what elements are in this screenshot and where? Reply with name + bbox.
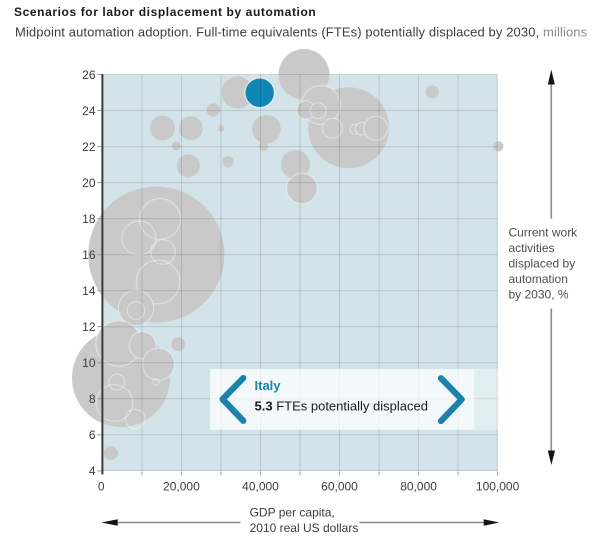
svg-text:18: 18 [82, 212, 96, 226]
svg-text:activities: activities [509, 241, 555, 255]
svg-text:8: 8 [89, 392, 96, 406]
svg-text:80,000: 80,000 [400, 480, 437, 494]
svg-text:Current work: Current work [509, 225, 579, 239]
svg-text:Midpoint automation adoption.: Midpoint automation adoption. Full-time … [15, 25, 588, 40]
svg-text:4: 4 [89, 464, 96, 478]
svg-text:10: 10 [82, 356, 96, 370]
svg-text:22: 22 [82, 140, 96, 154]
svg-text:16: 16 [82, 248, 96, 262]
svg-text:20,000: 20,000 [163, 480, 200, 494]
svg-text:60,000: 60,000 [321, 480, 358, 494]
svg-text:20: 20 [82, 176, 96, 190]
svg-text:Scenarios for labor displaceme: Scenarios for labor displacement by auto… [14, 5, 316, 19]
svg-text:12: 12 [82, 320, 96, 334]
svg-text:by 2030, %: by 2030, % [509, 288, 569, 302]
svg-text:100,000: 100,000 [476, 480, 520, 494]
svg-text:24: 24 [82, 104, 96, 118]
svg-text:26: 26 [82, 68, 96, 82]
svg-text:14: 14 [82, 284, 96, 298]
svg-text:2010 real US dollars: 2010 real US dollars [250, 521, 359, 535]
svg-text:GDP per capita,: GDP per capita, [250, 506, 335, 520]
svg-text:40,000: 40,000 [242, 480, 279, 494]
svg-text:displaced by: displaced by [509, 257, 576, 271]
svg-text:0: 0 [98, 480, 105, 494]
svg-text:automation: automation [509, 272, 568, 286]
svg-text:Italy: Italy [255, 378, 282, 393]
svg-text:5.3 FTEs potentially displaced: 5.3 FTEs potentially displaced [255, 399, 428, 414]
svg-text:6: 6 [89, 428, 96, 442]
